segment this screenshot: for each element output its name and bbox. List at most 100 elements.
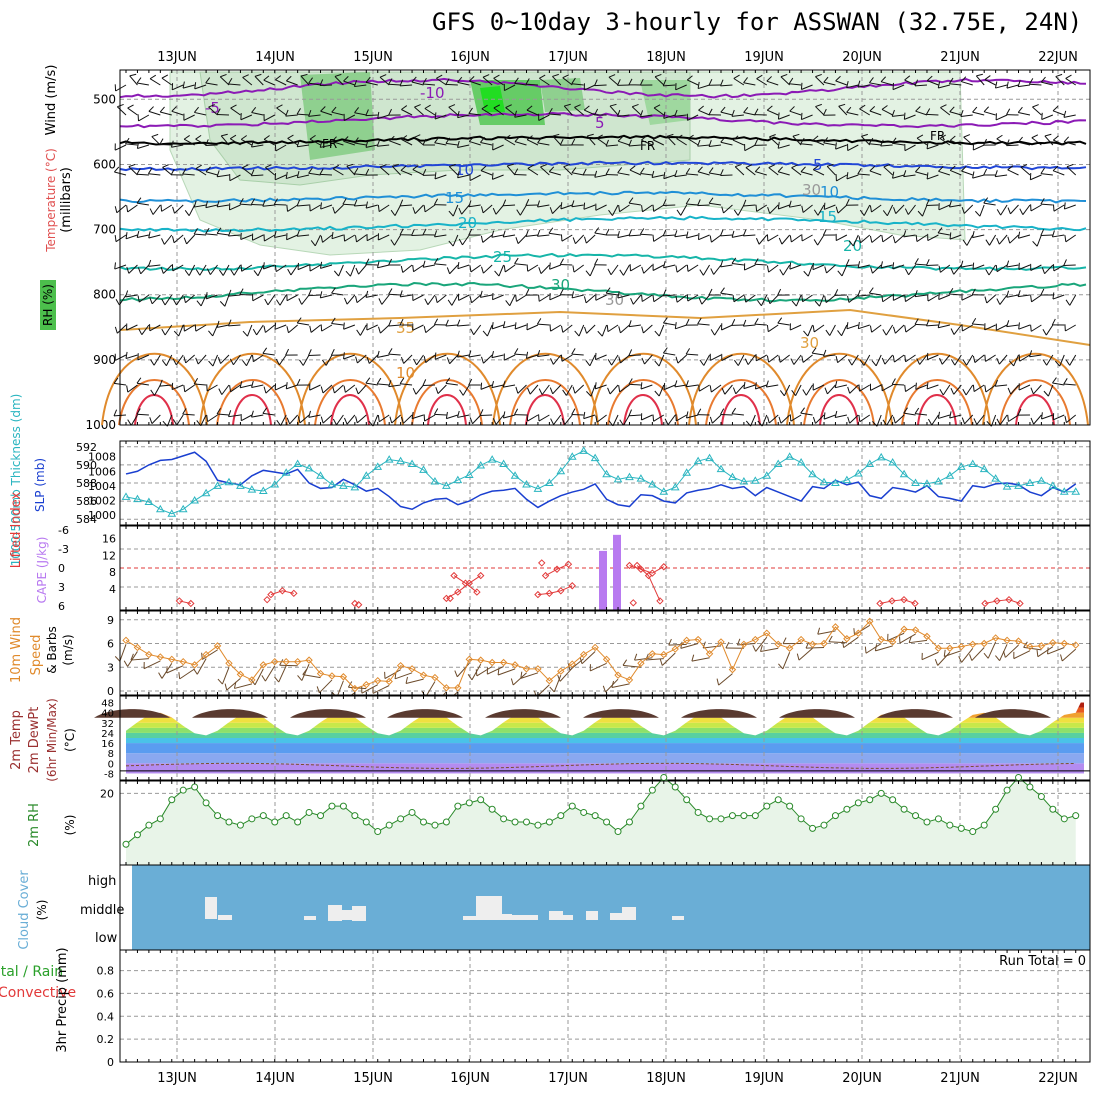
- wind-barb-flag: [525, 78, 530, 85]
- wind-barb-staff: [527, 168, 539, 176]
- wind-barb: [629, 165, 642, 176]
- wind-barb: [125, 290, 138, 298]
- wind-barb-staff: [687, 294, 699, 302]
- wind10m-barb-staff: [278, 665, 287, 683]
- wind-barb-staff: [262, 352, 275, 356]
- cloud-bar: [549, 911, 563, 920]
- wind-barb-staff: [151, 294, 161, 305]
- wind-barb-flag: [286, 233, 288, 240]
- wind-barb-staff: [926, 324, 939, 327]
- wind-barb-flag: [800, 407, 805, 414]
- wind-barb-flag: [662, 347, 668, 354]
- wind-barb-flag: [400, 265, 404, 273]
- wind-barb: [641, 294, 653, 302]
- wind-barb-flag: [549, 207, 553, 214]
- wind-barb: [823, 412, 836, 420]
- wind-barb: [447, 294, 459, 306]
- wind-barb-staff: [529, 384, 539, 395]
- wind-barb-staff: [895, 324, 905, 334]
- wind-barb: [308, 349, 321, 356]
- wind-barb-staff: [857, 294, 870, 297]
- wind-barb-staff: [246, 354, 253, 366]
- wind-barb-staff: [687, 264, 699, 272]
- wind-barb: [984, 294, 996, 304]
- wind-barb: [641, 354, 653, 365]
- wind-barb-staff: [526, 109, 539, 116]
- isotherm-40-lobe: [917, 394, 957, 426]
- wind-barb: [663, 261, 676, 269]
- wind10m-barb: [778, 652, 791, 670]
- wind-barb-flag: [149, 74, 157, 80]
- wind-barb: [617, 291, 630, 299]
- wind-barb: [468, 136, 481, 146]
- wind-barb-staff: [136, 202, 149, 206]
- wind-barb-flag: [377, 415, 380, 422]
- wind-barb-flag: [379, 74, 387, 78]
- wind-barb-staff: [457, 414, 470, 418]
- wind-barb-staff: [197, 354, 207, 365]
- wind-barb: [837, 324, 848, 337]
- wind-barb: [755, 234, 768, 245]
- wind-barb: [491, 381, 504, 389]
- wind-barb: [242, 324, 253, 337]
- wind-barb-staff: [1052, 170, 1065, 176]
- wind-barb-staff: [212, 324, 218, 337]
- wind-barb-staff: [527, 414, 539, 422]
- isotherm-label: 15: [445, 189, 464, 207]
- wind-barb-flag: [686, 294, 689, 302]
- wind-barb: [170, 140, 184, 148]
- wind-barb-staff: [148, 264, 161, 267]
- wind-barb-flag: [539, 74, 546, 79]
- wind-barb-flag: [507, 163, 514, 167]
- isotherm-40-lobe: [525, 394, 565, 426]
- wind-barb-flag: [205, 292, 208, 299]
- wind-barb-flag: [331, 287, 336, 294]
- wind-barb: [503, 353, 516, 361]
- wind-barb: [230, 264, 241, 276]
- wind-barb-staff: [228, 414, 241, 418]
- wind-barb: [400, 354, 413, 364]
- wind-barb-staff: [452, 204, 459, 217]
- wind-barb-flag: [549, 324, 552, 332]
- wind-barb-flag: [574, 330, 580, 337]
- wind-barb: [458, 204, 470, 215]
- wind-barb-staff: [491, 384, 504, 389]
- wind10m-barb: [158, 663, 173, 679]
- wind-barb: [720, 408, 733, 416]
- wind-barb-staff: [308, 114, 321, 117]
- wind-barb-staff: [858, 324, 870, 330]
- wind-barb-flag: [379, 164, 387, 168]
- rh-marker: [145, 821, 153, 829]
- wind-barb-flag: [686, 75, 693, 81]
- wind-barb: [937, 411, 951, 419]
- wind-barb: [628, 378, 641, 386]
- wind10m-barb: [796, 647, 813, 661]
- date-label-bottom: 21JUN: [940, 1071, 980, 1086]
- wind-barb-flag: [1006, 108, 1011, 115]
- rh-marker: [923, 818, 931, 826]
- wind-barb-flag: [400, 356, 405, 364]
- wind-barb-staff: [571, 353, 584, 356]
- wind-barb-staff: [837, 354, 848, 363]
- wind-barb-flag: [388, 319, 392, 327]
- wind-barb: [433, 198, 447, 206]
- wind-barb: [229, 134, 241, 146]
- wind-barb-staff: [424, 108, 436, 116]
- wind-barb: [571, 348, 584, 356]
- wind-barb-flag: [113, 377, 119, 384]
- wind-barb: [263, 75, 275, 86]
- wind-barb-staff: [457, 114, 470, 119]
- wind-barb: [435, 294, 447, 304]
- wind-barb-flag: [216, 227, 222, 234]
- wind-barb-staff: [892, 383, 905, 386]
- wind-barb-flag: [562, 74, 569, 79]
- wind-barb: [1065, 294, 1077, 306]
- isotherm-label: 10: [396, 364, 415, 382]
- wind10m-barb-staff: [611, 683, 630, 689]
- wind-barb: [731, 230, 744, 238]
- wind-barb-staff: [241, 264, 253, 272]
- wind-barb-flag: [628, 409, 632, 416]
- wind-barb-flag: [183, 237, 188, 245]
- date-label-bottom: 22JUN: [1038, 1071, 1078, 1086]
- wind-barb-flag: [586, 391, 592, 397]
